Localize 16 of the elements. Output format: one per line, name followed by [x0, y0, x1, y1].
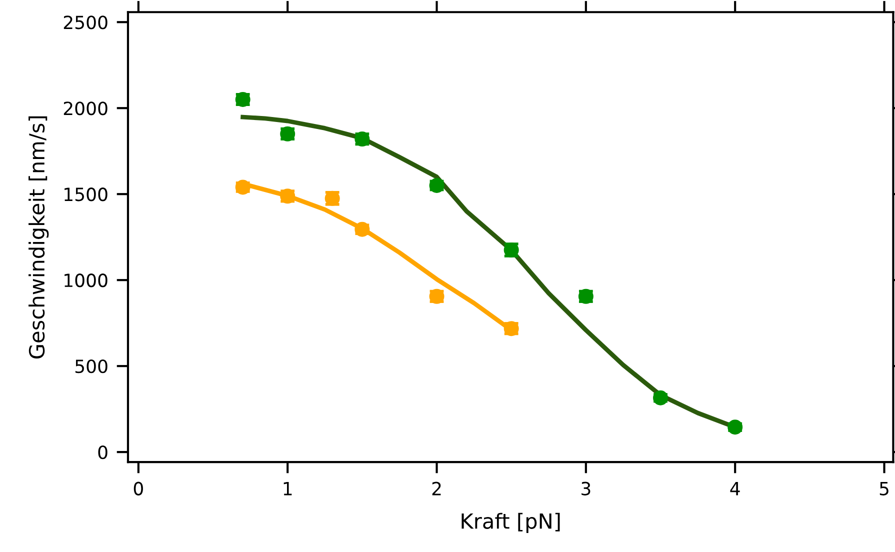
x-axis-title: Kraft [pN] — [462, 512, 560, 533]
y-tick-label: 1000 — [64, 274, 108, 288]
y-tick-label: 0 — [98, 446, 108, 460]
x-tick-label: 1 — [284, 482, 292, 496]
x-tick-label: 3 — [582, 482, 590, 496]
x-tick-label: 0 — [134, 482, 143, 496]
x-tick-label: 4 — [730, 482, 740, 496]
point — [728, 420, 743, 435]
y-tick-label: 500 — [75, 360, 108, 374]
x-tick-label: 5 — [880, 482, 888, 496]
point — [653, 390, 668, 406]
y-axis-title: Geschwindigkeit [nm/s] — [28, 116, 49, 358]
y-tick-label: 2000 — [64, 102, 108, 116]
x-tick-label: 2 — [432, 482, 441, 496]
y-tick-label: 1500 — [64, 188, 108, 202]
y-tick-label: 2500 — [64, 16, 108, 30]
